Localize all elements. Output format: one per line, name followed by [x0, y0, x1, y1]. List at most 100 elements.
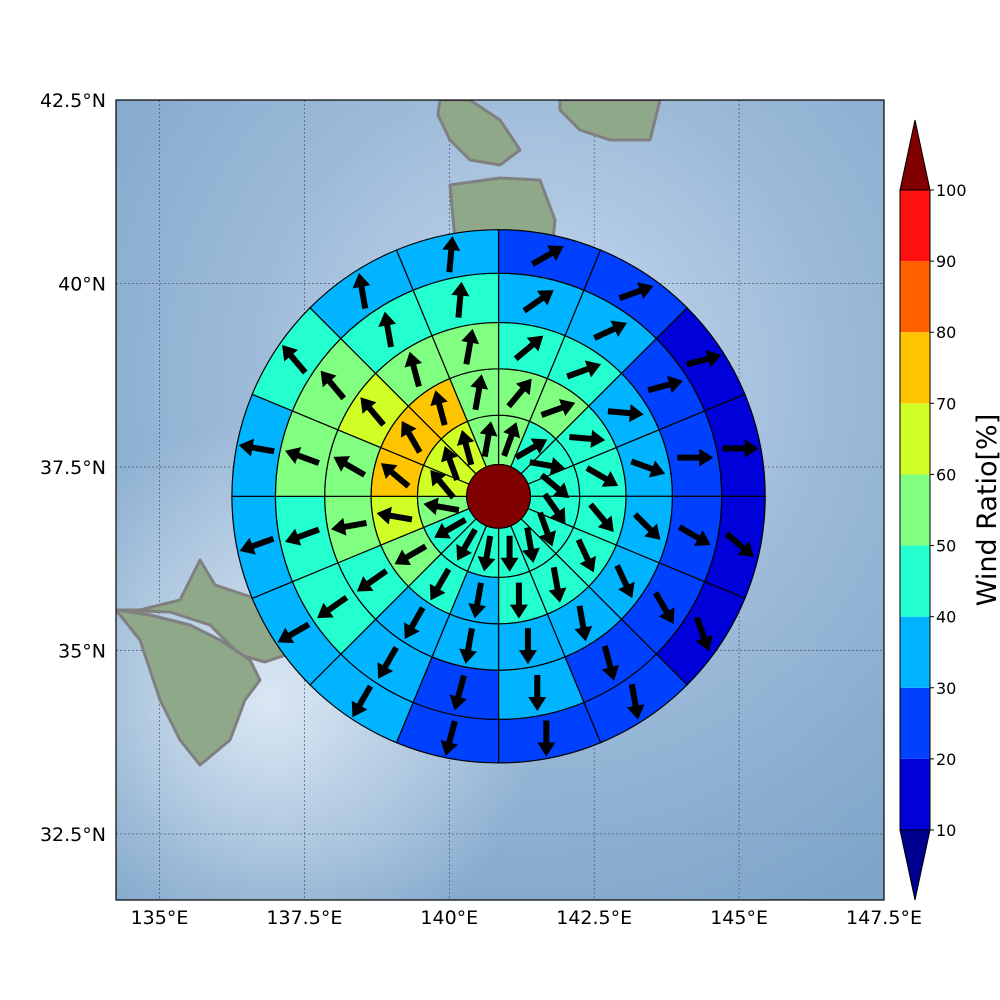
lon-tick-label: 142.5°E — [556, 907, 632, 929]
wind-arrow — [566, 360, 602, 380]
wind-arrow — [333, 456, 367, 478]
wind-arrow — [647, 375, 683, 394]
colorbar-tick-label: 100 — [936, 181, 967, 200]
colorbar-tick-label: 80 — [936, 323, 956, 342]
wind-arrow — [459, 627, 477, 664]
wind-arrow — [320, 370, 347, 401]
wind-arrow — [479, 421, 498, 458]
wind-arrow — [429, 567, 452, 601]
colorbar-under-triangle — [899, 829, 931, 901]
wind-arrow — [352, 273, 371, 309]
wind-arrow — [506, 378, 532, 409]
wind-arrow — [434, 517, 467, 539]
wind-arrow — [574, 605, 593, 642]
wind-arrow — [441, 446, 460, 481]
wind-arrow — [677, 448, 714, 467]
lat-tick-label: 35°N — [58, 640, 106, 662]
wind-arrow — [548, 566, 567, 603]
colorbar-title: Wind Ratio[%] — [972, 414, 1000, 606]
colorbar-over-triangle — [899, 119, 931, 191]
wind-arrow — [456, 430, 475, 466]
wind-arrow — [539, 472, 570, 499]
colorbar-tick-label: 10 — [936, 821, 956, 840]
wind-arrow — [722, 439, 759, 458]
wind-arrow — [509, 582, 528, 619]
wind-arrow — [626, 683, 645, 720]
wind-arrow — [378, 311, 397, 348]
lat-tick-label: 37.5°N — [40, 457, 106, 479]
wind-arrow — [618, 282, 654, 302]
wind-arrow — [282, 344, 308, 375]
center-disc — [466, 463, 531, 529]
wind-arrow — [285, 447, 320, 466]
wind-arrow — [351, 684, 374, 718]
colorbar-segment — [900, 261, 930, 333]
wind-arrow — [653, 591, 675, 624]
wind-arrow — [238, 438, 275, 457]
wind-arrow — [518, 628, 537, 665]
wind-arrow — [537, 720, 556, 757]
lon-tick-label: 147.5°E — [846, 907, 922, 929]
colorbar-segment — [900, 545, 930, 617]
colorbar-frame — [899, 189, 931, 831]
wind-arrow — [593, 320, 627, 341]
land-shape — [558, 100, 662, 142]
wind-arrow — [529, 457, 566, 475]
colorbar-tick-label: 50 — [936, 537, 956, 556]
wind-arrow — [456, 527, 478, 561]
wind-arrow — [724, 531, 755, 557]
wind-arrow — [331, 517, 368, 536]
map-panel — [116, 100, 884, 900]
wind-arrow — [404, 351, 422, 388]
wind-arrow — [356, 568, 389, 592]
wind-arrow — [477, 535, 496, 572]
wind-arrow — [430, 469, 456, 500]
wind-arrow — [440, 720, 458, 756]
wind-arrow — [451, 281, 470, 318]
wind-arrow — [569, 429, 606, 448]
wind-direction-arrows — [238, 236, 759, 757]
lat-tick-label: 42.5°N — [40, 90, 106, 112]
colorbar-tick-label: 90 — [936, 252, 956, 271]
colorbar-segment — [900, 474, 930, 546]
land-shape — [436, 100, 522, 167]
wind-arrow — [513, 335, 544, 362]
wind-arrow — [394, 543, 428, 566]
wind-arrow — [588, 502, 614, 533]
wind-arrow — [632, 512, 661, 540]
wind-arrow — [380, 463, 411, 489]
colorbar-tick-label: 70 — [936, 394, 956, 413]
wind-arrow — [377, 646, 399, 679]
wind-arrow — [530, 245, 564, 267]
wind-arrow — [537, 511, 557, 547]
wind-arrow — [514, 438, 548, 460]
wind-arrow — [277, 621, 311, 644]
colorbar: 10 20 30 40 50 60 70 80 90 100 — [899, 119, 967, 901]
colorbar-segment — [900, 190, 930, 262]
wind-arrow — [693, 616, 713, 652]
wind-arrow — [522, 290, 554, 314]
wind-arrow — [540, 399, 576, 418]
lat-tick-label: 32.5°N — [40, 824, 106, 846]
wind-arrow — [470, 374, 489, 411]
wind-arrow — [404, 606, 426, 639]
longitude-tick-labels: 135°E 137.5°E 140°E 142.5°E 145°E 147.5°E — [131, 907, 922, 929]
latitude-tick-labels: 32.5°N 35°N 37.5°N 40°N 42.5°N — [40, 90, 106, 846]
wind-arrow — [501, 422, 521, 457]
wind-arrow — [685, 350, 722, 368]
wind-arrow — [423, 497, 460, 516]
wind-arrow — [461, 328, 480, 365]
wind-arrow — [317, 594, 349, 619]
colorbar-tick-label: 20 — [936, 750, 956, 769]
colorbar-tick-label: 60 — [936, 465, 956, 484]
wind-arrow — [360, 397, 386, 427]
wind-arrow — [239, 535, 275, 555]
colorbar-tick-label: 40 — [936, 608, 956, 627]
wind-arrow — [607, 404, 644, 423]
wind-arrow — [285, 526, 320, 546]
wind-arrow — [528, 675, 547, 712]
lat-tick-label: 40°N — [58, 273, 106, 295]
colorbar-segment — [900, 687, 930, 759]
wind-arrow — [449, 674, 467, 711]
